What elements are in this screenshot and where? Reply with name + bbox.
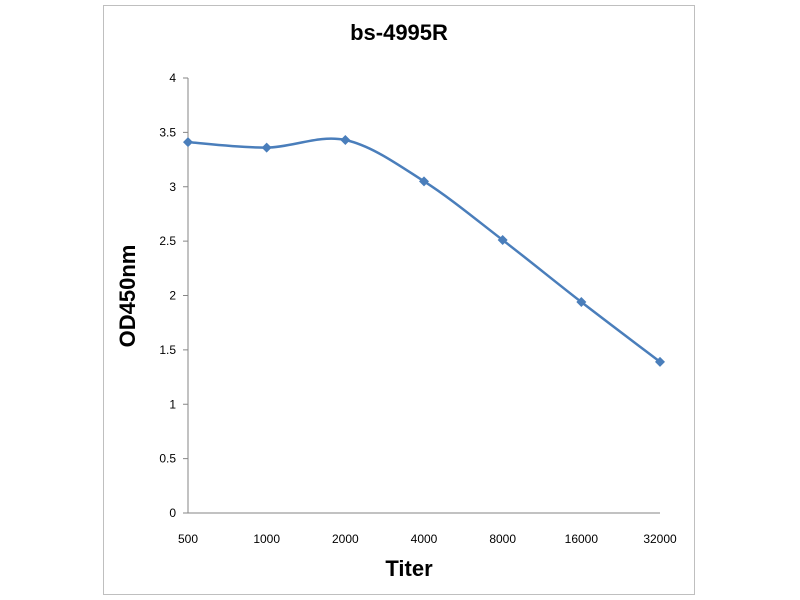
chart-title: bs-4995R (350, 20, 448, 45)
x-tick-label: 500 (178, 532, 198, 546)
y-axis-title: OD450nm (115, 245, 140, 348)
x-tick-label: 2000 (332, 532, 359, 546)
x-tick-label: 4000 (411, 532, 438, 546)
x-tick-label: 32000 (643, 532, 677, 546)
data-point-marker (183, 137, 193, 148)
y-tick-label: 0.5 (159, 452, 176, 466)
data-point-marker (576, 297, 587, 308)
chart-frame (103, 5, 695, 595)
x-tick-label: 16000 (565, 532, 599, 546)
y-tick-label: 3.5 (159, 125, 176, 139)
y-axis-ticks: 0 0.5 1 1.5 2 2.5 3 3.5 4 (159, 71, 188, 520)
y-tick-label: 2 (169, 289, 176, 303)
y-tick-label: 4 (169, 71, 176, 85)
data-point-marker (655, 356, 665, 367)
x-tick-label: 1000 (253, 532, 280, 546)
data-point-marker (340, 134, 351, 145)
y-tick-label: 1 (169, 397, 176, 411)
data-point-marker (419, 176, 429, 187)
y-tick-label: 1.5 (159, 343, 176, 357)
x-axis-ticks: 500 1000 2000 4000 8000 16000 32000 (178, 532, 677, 546)
data-markers (183, 134, 665, 367)
data-point-marker (261, 142, 272, 153)
y-tick-label: 2.5 (159, 234, 176, 248)
series-line (187, 137, 661, 363)
y-tick-label: 0 (169, 506, 176, 520)
x-tick-label: 8000 (489, 532, 516, 546)
y-tick-label: 3 (169, 180, 176, 194)
x-axis-title: Titer (385, 556, 433, 581)
data-point-marker (497, 235, 508, 246)
